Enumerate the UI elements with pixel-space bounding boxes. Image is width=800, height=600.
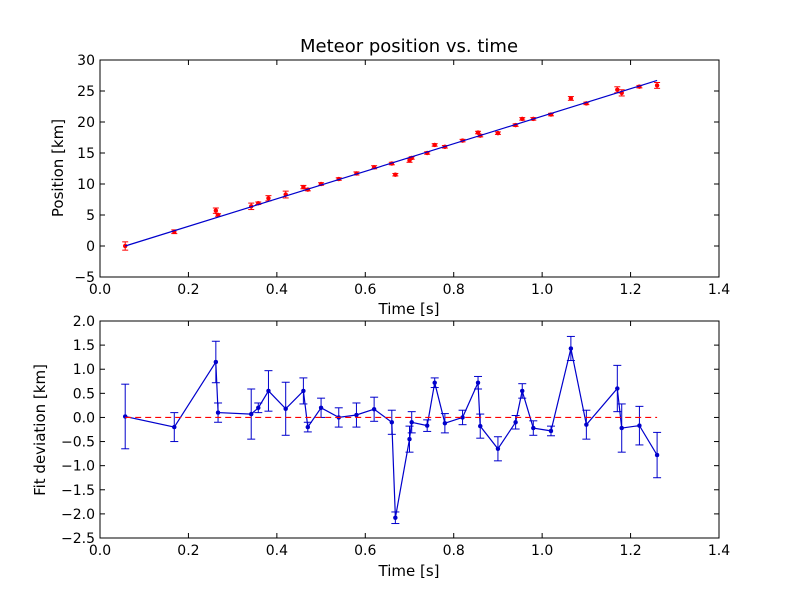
deviation-y-tick-label: −1.5: [61, 483, 95, 499]
data-point: [305, 424, 311, 430]
data-point: [531, 425, 536, 431]
deviation-y-tick-label: 0.5: [73, 386, 95, 402]
position-x-tick-label: 1.4: [708, 282, 730, 298]
deviation-subplot: −2.5−2.0−1.5−1.0−0.50.00.51.01.52.0 0.0 0…: [31, 314, 730, 580]
position-plot-area: [99, 59, 720, 278]
position-y-tick-label: 20: [77, 115, 95, 131]
data-point: [519, 116, 525, 122]
deviation-y-tick-label: 1.0: [73, 362, 95, 378]
data-point: [654, 83, 660, 88]
data-point: [615, 87, 620, 93]
deviation-x-tick-label: 0.2: [177, 543, 199, 559]
position-y-axis-label: Position [km]: [49, 119, 67, 217]
data-point: [301, 184, 306, 190]
data-point: [619, 425, 624, 431]
position-subplot: Meteor position vs. time −5051015202530 …: [49, 36, 730, 318]
deviation-x-tick-label: 0.4: [266, 543, 288, 559]
data-point: [215, 410, 221, 415]
data-point: [475, 380, 481, 385]
data-point: [407, 436, 412, 442]
position-y-tick-label: 25: [77, 84, 95, 100]
position-y-tick-label: 5: [86, 208, 95, 224]
deviation-x-tick-label: 0.0: [89, 543, 111, 559]
deviation-x-tick-label: 0.8: [443, 543, 465, 559]
fit-line: [125, 79, 658, 247]
data-point: [568, 346, 574, 351]
data-point: [495, 130, 501, 136]
data-point: [213, 359, 219, 365]
data-point: [432, 380, 437, 385]
data-point: [354, 412, 359, 418]
position-y-tick-label: 0: [86, 239, 95, 255]
deviation-x-axis-label: Time [s]: [378, 562, 440, 580]
data-point: [256, 405, 261, 411]
deviation-y-tick-label: −2.5: [61, 531, 95, 547]
position-x-tick-label: 0.6: [354, 282, 376, 298]
position-y-tick-label: 15: [77, 146, 95, 162]
position-x-ticks: 0.0 0.2 0.4 0.6 0.8 1.0 1.2 1.4: [89, 60, 730, 298]
data-point: [266, 388, 271, 394]
position-x-axis-label: Time [s]: [378, 300, 440, 318]
data-point: [477, 423, 483, 429]
data-point: [371, 406, 377, 412]
deviation-y-tick-label: 0.0: [73, 410, 95, 426]
data-point: [248, 411, 254, 417]
data-point: [548, 428, 554, 434]
deviation-x-tick-label: 1.0: [531, 543, 553, 559]
position-x-tick-label: 1.0: [531, 282, 553, 298]
data-point: [615, 386, 620, 391]
data-point: [424, 423, 430, 428]
deviation-y-tick-label: 1.5: [73, 338, 95, 354]
deviation-x-tick-label: 1.4: [708, 543, 730, 559]
data-point: [389, 420, 395, 425]
data-point: [568, 96, 574, 101]
position-x-tick-label: 1.2: [619, 282, 641, 298]
data-point: [172, 424, 177, 430]
data-point: [513, 420, 518, 425]
data-point: [584, 422, 589, 427]
data-point: [442, 420, 448, 426]
data-point: [213, 208, 219, 213]
deviation-y-tick-label: −0.5: [61, 435, 95, 451]
position-y-ticks: −5 0 5 10 15 20 25 30: [74, 53, 719, 286]
deviation-y-tick-label: −1.0: [61, 459, 95, 475]
deviation-marks: [121, 335, 662, 525]
data-point: [393, 172, 398, 177]
data-point: [495, 446, 501, 452]
data-point: [432, 142, 437, 148]
deviation-y-ticks: −2.5 −2.0 −1.5 −1.0 −0.5 0.0 0.5 1.0 1.5 2.0: [61, 314, 719, 547]
position-chart-title: Meteor position vs. time: [300, 36, 518, 57]
deviation-x-tick-label: 0.6: [354, 543, 376, 559]
deviation-y-tick-label: 2.0: [73, 314, 95, 330]
position-y-tick-label: 30: [77, 53, 95, 69]
deviation-x-ticks: 0.0 0.2 0.4 0.6 0.8 1.0 1.2 1.4: [89, 321, 730, 559]
deviation-y-tick-label: −2.0: [61, 507, 95, 523]
data-point: [519, 388, 525, 394]
position-x-tick-label: 0.0: [89, 282, 111, 298]
data-point: [283, 406, 288, 412]
data-point: [637, 423, 642, 428]
deviation-y-axis-label: Fit deviation [km]: [31, 364, 49, 496]
position-x-tick-label: 0.8: [443, 282, 465, 298]
data-point: [318, 405, 324, 411]
data-point: [409, 420, 414, 425]
deviation-x-tick-label: 1.2: [619, 543, 641, 559]
position-marks: [122, 79, 661, 251]
position-x-tick-label: 0.4: [266, 282, 288, 298]
data-point: [393, 515, 398, 520]
position-x-tick-label: 0.2: [177, 282, 199, 298]
data-point: [266, 196, 271, 201]
data-point: [654, 452, 660, 458]
position-y-tick-label: −5: [74, 270, 95, 286]
data-point: [301, 388, 306, 394]
position-y-tick-label: 10: [77, 177, 95, 193]
